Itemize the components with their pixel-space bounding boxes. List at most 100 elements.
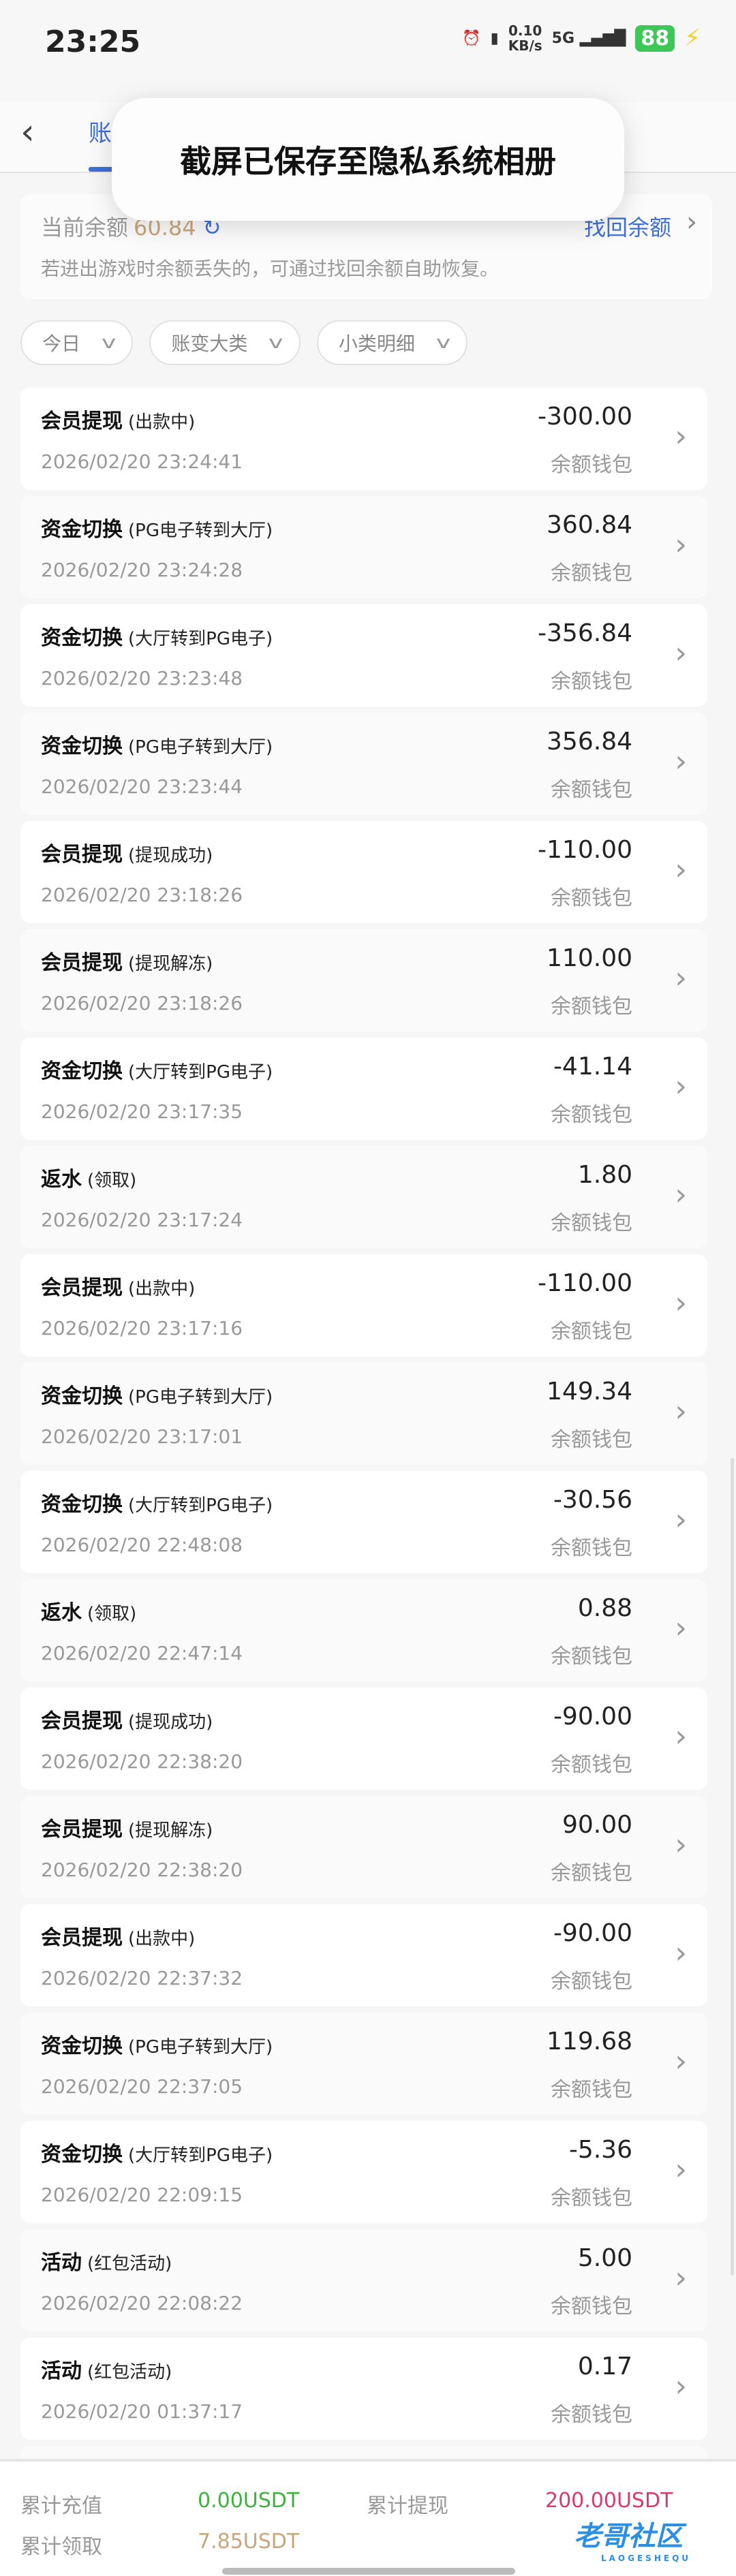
record-amount: 0.88 xyxy=(577,1594,632,1622)
scrollbar[interactable] xyxy=(731,1458,734,2276)
filter-date[interactable]: 今日 v xyxy=(20,320,134,365)
home-indicator[interactable] xyxy=(222,2568,515,2575)
record-row[interactable]: 活动 (红包活动) 2026/02/20 01:37:17 0.17 余额钱包 › xyxy=(20,2338,707,2440)
record-row[interactable]: 会员提现 (提现成功) 2026/02/20 23:18:26 -110.00 余… xyxy=(20,821,707,923)
record-amount: 0.17 xyxy=(577,2353,632,2380)
record-row[interactable]: 资金切换 (大厅转到PG电子) 2026/02/20 22:09:15 -5.36… xyxy=(20,2121,707,2223)
signal-type: 5G xyxy=(551,29,575,47)
record-row[interactable]: 返水 (领取) 2026/02/20 22:47:14 0.88 余额钱包 › xyxy=(20,1579,707,1681)
status-bar: 23:25 ⏰ ▮ 0.10 KB/s 5G ▂▄▆█ 88 ⚡ xyxy=(0,0,736,102)
record-wallet: 余额钱包 xyxy=(551,995,632,1019)
chevron-right-icon: › xyxy=(675,744,687,779)
record-time: 2026/02/20 23:17:35 xyxy=(41,1100,243,1123)
record-row[interactable]: 会员提现 (出款中) 2026/02/20 23:24:41 -300.00 余额… xyxy=(20,388,707,490)
watermark-text: 老哥社区 xyxy=(574,2521,683,2552)
tab-account[interactable]: 账 xyxy=(89,120,112,147)
record-amount: -90.00 xyxy=(553,1703,632,1731)
record-wallet: 余额钱包 xyxy=(551,1320,632,1344)
record-wallet: 余额钱包 xyxy=(551,778,632,802)
record-time: 2026/02/20 22:08:22 xyxy=(41,2292,243,2314)
record-time: 2026/02/20 23:18:26 xyxy=(41,992,243,1014)
chevron-right-icon: › xyxy=(675,2044,687,2079)
record-type: 会员提现 (提现解冻) xyxy=(41,1812,213,1842)
record-wallet: 余额钱包 xyxy=(551,453,632,477)
record-amount: 149.34 xyxy=(547,1378,632,1406)
withdraw-label: 累计提现 xyxy=(367,2494,448,2518)
record-type-label: 活动 xyxy=(41,2251,82,2275)
record-time: 2026/02/20 23:17:16 xyxy=(41,1317,243,1339)
record-row[interactable]: 资金切换 (PG电子转到大厅) 2026/02/20 22:37:05 119.6… xyxy=(20,2013,707,2115)
record-row[interactable]: 活动 (红包活动) 2026/02/20 22:08:22 5.00 余额钱包 › xyxy=(20,2229,707,2331)
chevron-right-icon: › xyxy=(675,2152,687,2187)
record-amount: -5.36 xyxy=(568,2136,632,2164)
chevron-right-icon: › xyxy=(675,852,687,887)
totals-bar: 累计充值 0.00USDT 累计提现 200.00USDT 累计领取 7.85U… xyxy=(0,2459,736,2576)
record-wallet: 余额钱包 xyxy=(551,2186,632,2210)
record-time: 2026/02/20 22:38:20 xyxy=(41,1859,243,1881)
net-speed: 0.10 KB/s xyxy=(508,23,542,53)
record-subtype: (领取) xyxy=(87,1604,137,1624)
back-icon[interactable]: ‹ xyxy=(20,112,35,153)
chevron-right-icon: › xyxy=(675,2369,687,2404)
record-time: 2026/02/20 22:09:15 xyxy=(41,2184,243,2206)
balance-label: 当前余额 xyxy=(41,215,129,240)
record-subtype: (提现解冻) xyxy=(128,954,213,974)
record-type: 会员提现 (出款中) xyxy=(41,1271,195,1301)
record-row[interactable]: 资金切换 (大厅转到PG电子) 2026/02/20 23:23:48 -356.… xyxy=(20,604,707,707)
chevron-right-icon: › xyxy=(675,2261,687,2295)
record-wallet: 余额钱包 xyxy=(551,1428,632,1452)
record-row[interactable]: 会员提现 (出款中) 2026/02/20 22:37:32 -90.00 余额钱… xyxy=(20,1904,707,2006)
record-subtype: (领取) xyxy=(87,1170,137,1191)
record-type-label: 资金切换 xyxy=(41,2143,123,2167)
chevron-down-icon: v xyxy=(435,332,451,353)
chevron-down-icon: v xyxy=(269,332,283,353)
record-type: 会员提现 (提现成功) xyxy=(41,1704,213,1734)
record-time: 2026/02/20 23:17:24 xyxy=(41,1209,243,1231)
record-amount: -30.56 xyxy=(553,1486,632,1514)
net-speed-unit: KB/s xyxy=(508,37,542,54)
balance-hint: 若进出游戏时余额丢失的，可通过找回余额自助恢复。 xyxy=(41,258,500,280)
record-type-label: 资金切换 xyxy=(41,734,123,758)
record-amount: 90.00 xyxy=(562,1811,632,1839)
tab-indicator xyxy=(89,167,129,172)
record-row[interactable]: 资金切换 (大厅转到PG电子) 2026/02/20 23:17:35 -41.1… xyxy=(20,1038,707,1140)
record-type: 资金切换 (大厅转到PG电子) xyxy=(41,621,273,651)
record-time: 2026/02/20 01:37:17 xyxy=(41,2400,243,2423)
record-row[interactable]: 会员提现 (提现解冻) 2026/02/20 23:18:26 110.00 余额… xyxy=(20,929,707,1031)
filter-subcategory[interactable]: 小类明细 v xyxy=(316,320,468,365)
record-amount: 1.80 xyxy=(577,1161,632,1189)
record-row[interactable]: 会员提现 (提现解冻) 2026/02/20 22:38:20 90.00 余额钱… xyxy=(20,1796,707,1898)
record-type-label: 会员提现 xyxy=(41,951,123,975)
record-row[interactable]: 会员提现 (出款中) 2026/02/20 23:17:16 -110.00 余额… xyxy=(20,1254,707,1356)
record-type-label: 资金切换 xyxy=(41,1384,123,1408)
record-row[interactable]: 资金切换 (大厅转到PG电子) 2026/02/20 22:48:08 -30.5… xyxy=(20,1471,707,1573)
record-subtype: (提现成功) xyxy=(128,1712,213,1733)
record-row[interactable]: 资金切换 (PG电子转到大厅) 2026/02/20 23:23:44 356.8… xyxy=(20,713,707,815)
record-row[interactable]: 资金切换 (PG电子转到大厅) 2026/02/20 23:17:01 149.3… xyxy=(20,1363,707,1465)
record-row[interactable]: 会员提现 (提现成功) 2026/02/20 22:38:20 -90.00 余额… xyxy=(20,1688,707,1790)
record-wallet: 余额钱包 xyxy=(551,670,632,694)
record-amount: 5.00 xyxy=(577,2244,632,2272)
record-row[interactable]: 资金切换 (PG电子转到大厅) 2026/02/20 23:24:28 360.8… xyxy=(20,496,707,598)
record-subtype: (出款中) xyxy=(128,1279,196,1299)
record-type-label: 资金切换 xyxy=(41,1493,123,1517)
chevron-right-icon: › xyxy=(675,1502,687,1537)
chevron-right-icon: › xyxy=(675,1069,687,1104)
record-time: 2026/02/20 23:24:28 xyxy=(41,559,243,581)
record-type: 资金切换 (PG电子转到大厅) xyxy=(41,512,273,542)
record-type: 资金切换 (PG电子转到大厅) xyxy=(41,2029,273,2059)
record-time: 2026/02/20 23:23:48 xyxy=(41,667,243,689)
chevron-right-icon[interactable]: › xyxy=(686,206,697,238)
filter-category[interactable]: 账变大类 v xyxy=(149,320,301,365)
record-type-label: 会员提现 xyxy=(41,1818,123,1842)
record-row[interactable]: 返水 (领取) 2026/02/20 23:17:24 1.80 余额钱包 › xyxy=(20,1146,707,1248)
record-time: 2026/02/20 23:17:01 xyxy=(41,1425,243,1448)
filter-label: 小类明细 xyxy=(338,332,415,355)
chevron-right-icon: › xyxy=(675,1611,687,1645)
record-type-label: 活动 xyxy=(41,2359,82,2383)
record-amount: 110.00 xyxy=(547,944,632,972)
record-amount: -356.84 xyxy=(538,619,632,647)
record-type-label: 会员提现 xyxy=(41,1709,123,1733)
record-type: 活动 (红包活动) xyxy=(41,2354,172,2384)
record-wallet: 余额钱包 xyxy=(551,561,632,585)
